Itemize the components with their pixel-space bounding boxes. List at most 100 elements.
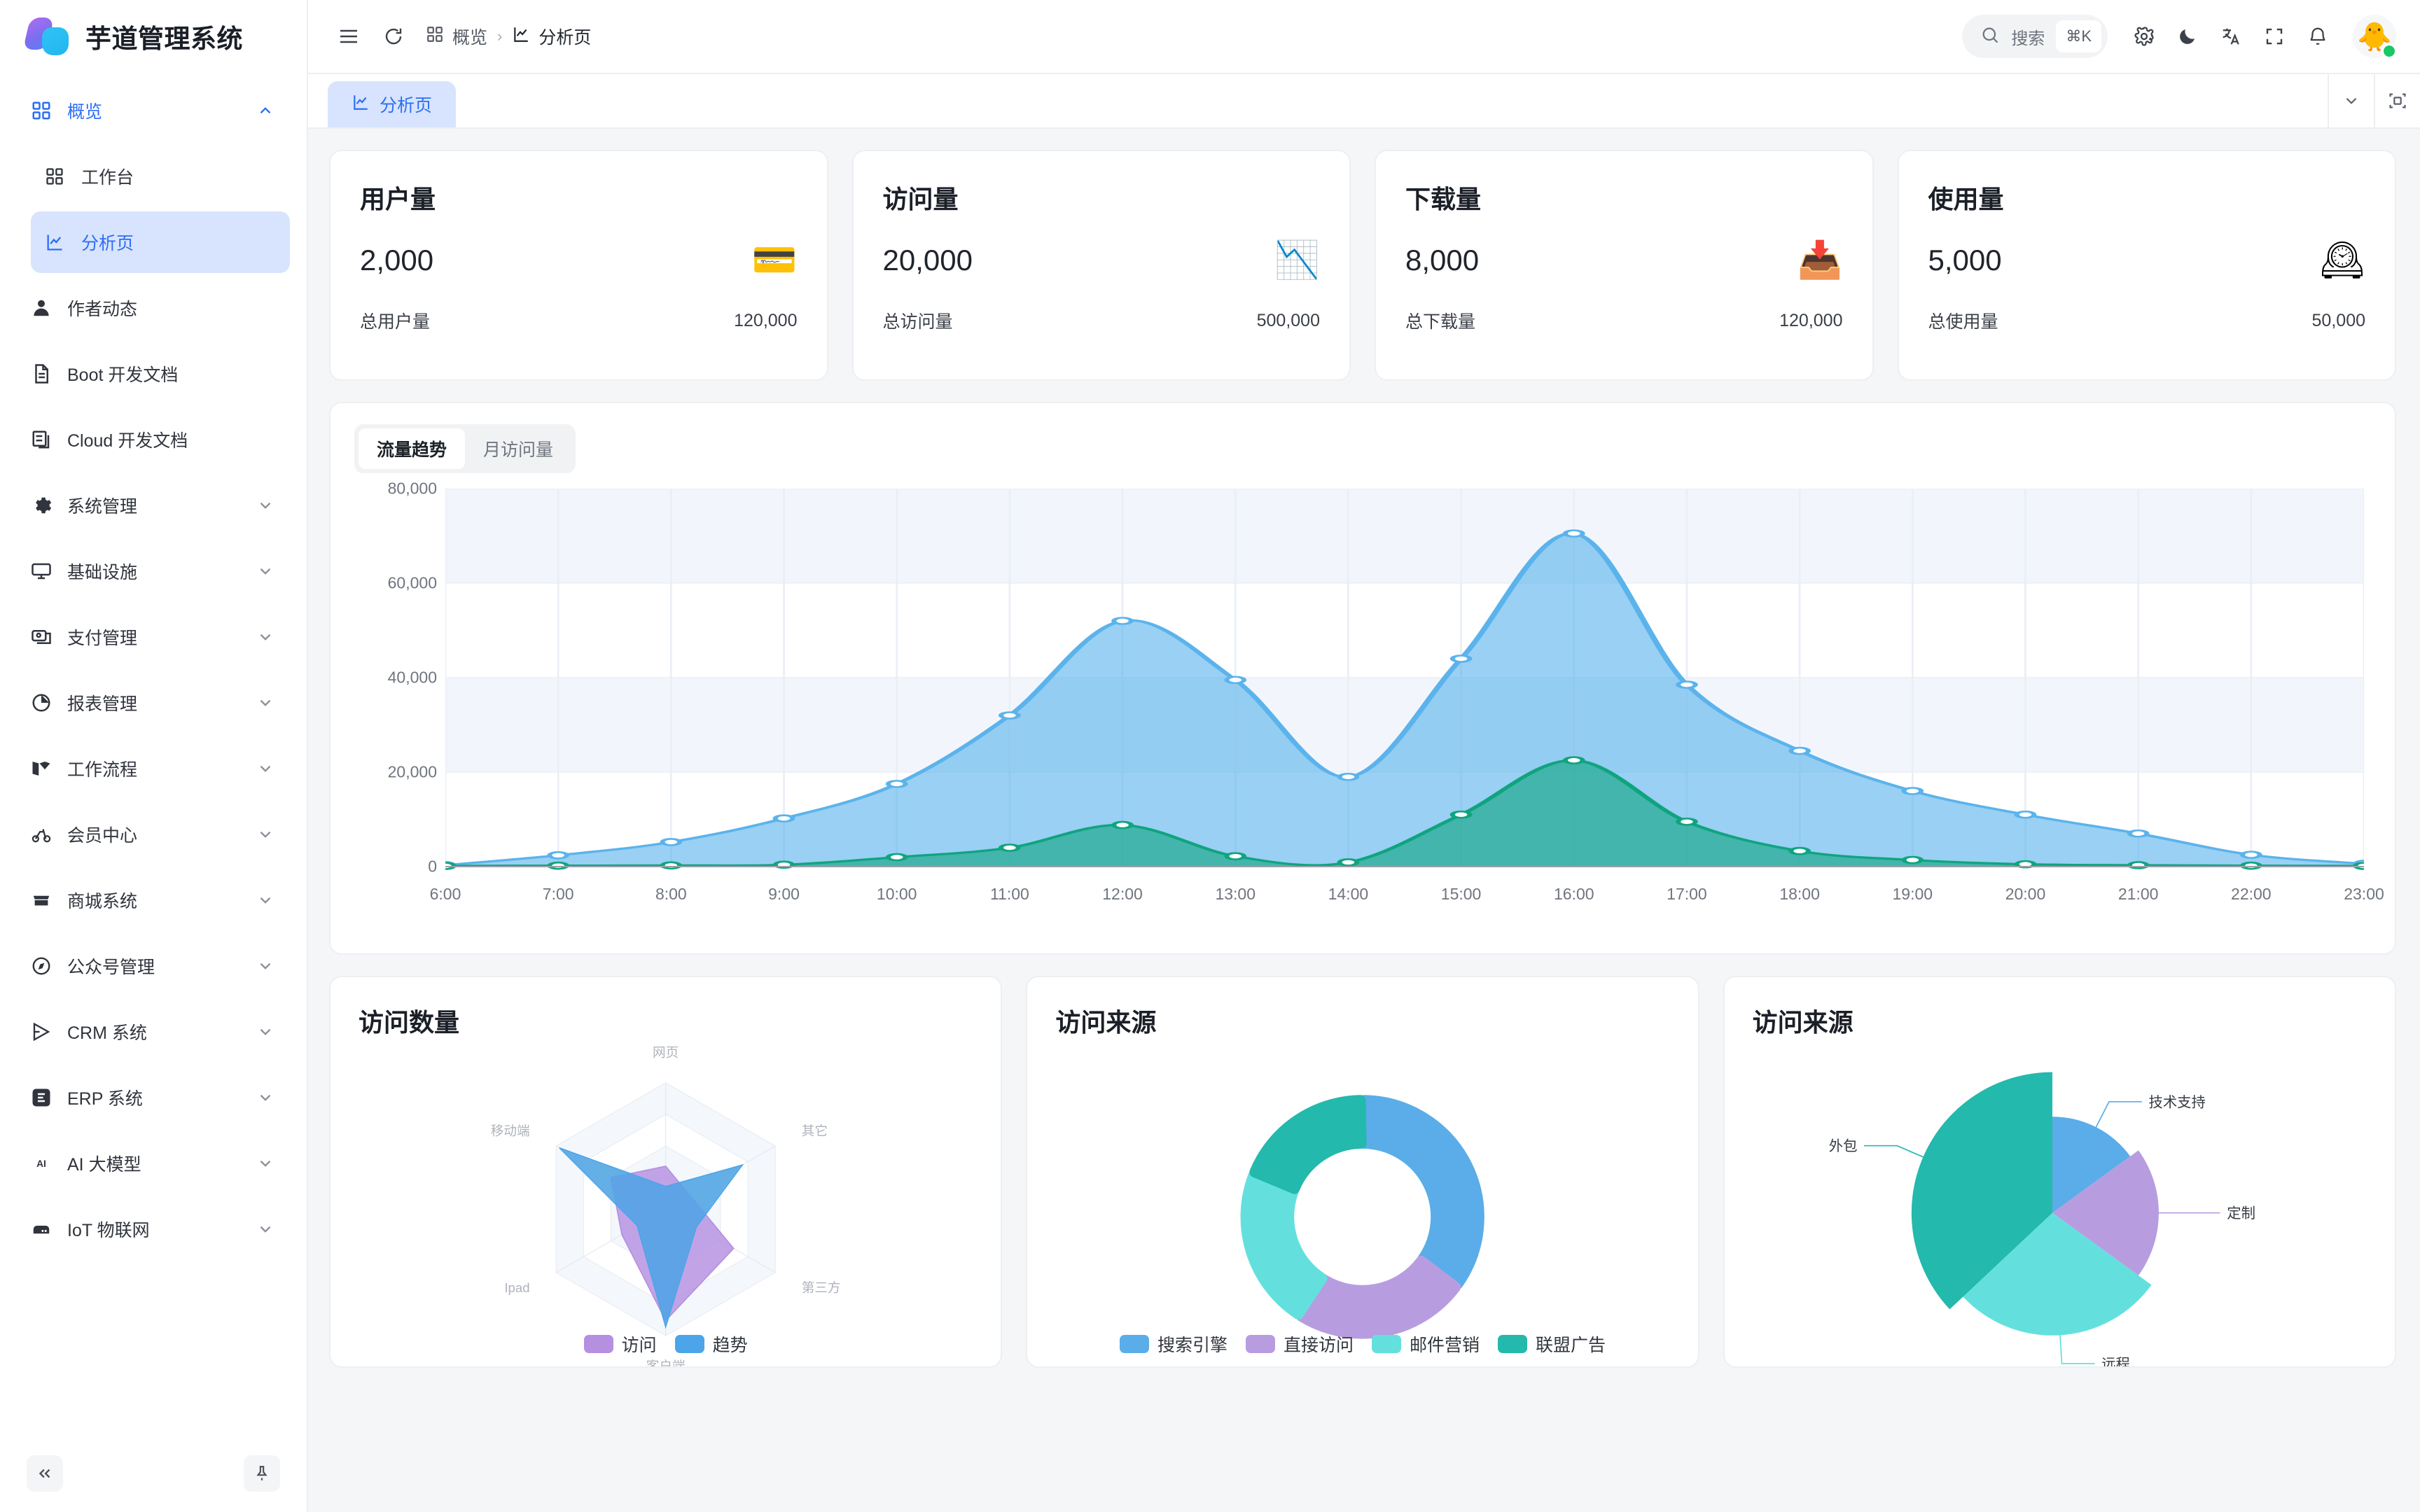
sidebar-item-workflow[interactable]: 工作流程 — [17, 738, 290, 799]
expand-icon[interactable] — [2374, 74, 2420, 127]
sidebar-item-cloud-docs[interactable]: Cloud 开发文档 — [17, 409, 290, 470]
hamburger-icon[interactable] — [329, 17, 368, 56]
chevron-down-icon — [253, 891, 274, 909]
trend-tab-group: 流量趋势 月访问量 — [354, 424, 576, 473]
donut-chart — [1027, 1044, 1697, 1366]
sidebar-item-mp[interactable]: 公众号管理 — [17, 935, 290, 997]
sidebar-item-boot-docs[interactable]: Boot 开发文档 — [17, 343, 290, 405]
download-icon: 📥 — [1797, 240, 1843, 281]
sidebar-item-label: AI 大模型 — [67, 1155, 141, 1175]
chart-icon — [45, 232, 77, 252]
bell-icon[interactable] — [2298, 17, 2337, 56]
sidebar-item-author-news[interactable]: 作者动态 — [17, 277, 290, 339]
grid-icon — [31, 100, 63, 121]
sidebar-item-label: 系统管理 — [67, 497, 138, 517]
search-input[interactable]: 搜索 ⌘K — [1962, 15, 2108, 58]
sidebar-item-overview[interactable]: 概览 — [17, 80, 290, 141]
legend-item[interactable]: 邮件营销 — [1371, 1331, 1480, 1357]
legend-label: 访问 — [621, 1336, 657, 1355]
server-icon — [31, 1219, 63, 1240]
search-placeholder: 搜索 — [2011, 29, 2045, 48]
fullscreen-icon[interactable] — [2255, 17, 2294, 56]
gear-icon[interactable] — [2125, 17, 2164, 56]
trend-tab-traffic[interactable]: 流量趋势 — [359, 428, 466, 469]
area-chart-y-axis: 0 20,000 40,000 60,000 80,000 — [354, 479, 437, 881]
sidebar-item-crm[interactable]: CRM 系统 — [17, 1001, 290, 1063]
card-title: 访问来源 — [1055, 1008, 1157, 1037]
tab-label: 分析页 — [380, 96, 433, 115]
pin-icon[interactable] — [244, 1455, 280, 1492]
translate-icon[interactable] — [2211, 17, 2251, 56]
app-title: 芋道管理系统 — [85, 24, 243, 53]
svg-text:Ipad: Ipad — [504, 1280, 529, 1295]
legend-item[interactable]: 搜索引擎 — [1119, 1331, 1228, 1357]
y-axis-tick: 40,000 — [387, 668, 437, 687]
sidebar-item-label: 作者动态 — [67, 300, 138, 319]
search-shortcut: ⌘K — [2056, 20, 2101, 52]
legend-swatch — [1498, 1335, 1527, 1353]
sidebar-item-payment[interactable]: 支付管理 — [17, 606, 290, 668]
sidebar-item-iot[interactable]: IoT 物联网 — [17, 1198, 290, 1260]
legend-item[interactable]: 趋势 — [674, 1331, 748, 1357]
sidebar-item-report[interactable]: 报表管理 — [17, 672, 290, 734]
trend-chart-card: 流量趋势 月访问量 0 20,000 40,000 60,000 80,000 6:00… — [329, 402, 2396, 955]
sidebar-menu: 概览 工作台 分析页 — [0, 73, 307, 1435]
x-axis-tick: 14:00 — [1328, 885, 1369, 903]
legend-item[interactable]: 联盟广告 — [1498, 1331, 1606, 1357]
sidebar-item-label: 报表管理 — [67, 694, 138, 714]
legend-item[interactable]: 直接访问 — [1245, 1331, 1354, 1357]
radar-chart-card: 访问数量 网页 其它 第三方 客户端 Ipad 移动端 访问 趋势 — [329, 976, 1003, 1368]
clock-icon: 🕰 — [2318, 240, 2365, 281]
monitor-icon — [31, 561, 63, 582]
rose-chart: 技术支持 定制 远程 外包 — [1725, 1044, 2395, 1366]
sidebar-item-label: 公众号管理 — [67, 958, 155, 977]
document-icon — [31, 363, 63, 384]
chart-icon — [512, 25, 530, 48]
chevron-down-icon — [253, 496, 274, 514]
area-chart-plot — [445, 489, 2364, 881]
stat-title: 用户量 — [360, 185, 436, 214]
y-axis-tick: 0 — [428, 857, 437, 876]
sidebar-item-mall[interactable]: 商城系统 — [17, 869, 290, 931]
chevron-down-icon — [253, 1154, 274, 1172]
sidebar-item-ai[interactable]: AI AI 大模型 — [17, 1133, 290, 1194]
sidebar-item-infrastructure[interactable]: 基础设施 — [17, 540, 290, 602]
promotion-icon — [31, 1021, 63, 1042]
sidebar-item-member[interactable]: 会员中心 — [17, 804, 290, 865]
svg-text:技术支持: 技术支持 — [2148, 1094, 2205, 1110]
tab-tools — [2328, 74, 2420, 127]
refresh-icon[interactable] — [374, 17, 413, 56]
sidebar-footer — [0, 1435, 307, 1512]
sidebar-item-label: 会员中心 — [67, 826, 138, 846]
sidebar-item-analysis[interactable]: 分析页 — [31, 211, 290, 273]
x-axis-tick: 13:00 — [1215, 885, 1256, 903]
avatar[interactable]: 🐥 — [2353, 15, 2397, 59]
sidebar-item-label: 基础设施 — [67, 563, 138, 582]
sidebar-item-label: IoT 物联网 — [67, 1221, 150, 1240]
legend-item[interactable]: 访问 — [583, 1331, 657, 1357]
tab-analysis[interactable]: 分析页 — [328, 81, 457, 127]
x-axis-tick: 17:00 — [1667, 885, 1707, 903]
stat-total-value: 120,000 — [1779, 310, 1843, 330]
sidebar-item-label: ERP 系统 — [67, 1089, 143, 1109]
sidebar-item-system[interactable]: 系统管理 — [17, 475, 290, 536]
grid-icon — [426, 25, 444, 48]
collapse-sidebar-button[interactable] — [27, 1455, 63, 1492]
sidebar-item-erp[interactable]: ERP 系统 — [17, 1067, 290, 1128]
chevron-down-icon — [253, 1023, 274, 1041]
chevron-down-icon — [253, 1220, 274, 1238]
legend-label: 联盟广告 — [1536, 1336, 1606, 1355]
stat-total-label: 总访问量 — [882, 312, 953, 332]
moon-icon[interactable] — [2168, 17, 2207, 56]
sidebar-item-label: CRM 系统 — [67, 1023, 147, 1043]
breadcrumb-root[interactable]: 概览 — [426, 24, 487, 49]
x-axis-tick: 20:00 — [2005, 885, 2046, 903]
stat-card-users: 用户量 2,000 💳 总用户量 120,000 — [329, 150, 828, 381]
copy-document-icon — [31, 429, 63, 450]
area-chart-x-axis: 6:00 7:00 8:00 9:00 10:00 11:00 12:00 13:00 14:0… — [430, 885, 2384, 913]
app-logo[interactable]: 芋道管理系统 — [0, 0, 307, 73]
chevron-down-icon[interactable] — [2328, 74, 2374, 127]
stat-total-value: 50,000 — [2311, 310, 2365, 330]
sidebar-item-workbench[interactable]: 工作台 — [31, 146, 290, 207]
trend-tab-monthly[interactable]: 月访问量 — [483, 440, 554, 460]
